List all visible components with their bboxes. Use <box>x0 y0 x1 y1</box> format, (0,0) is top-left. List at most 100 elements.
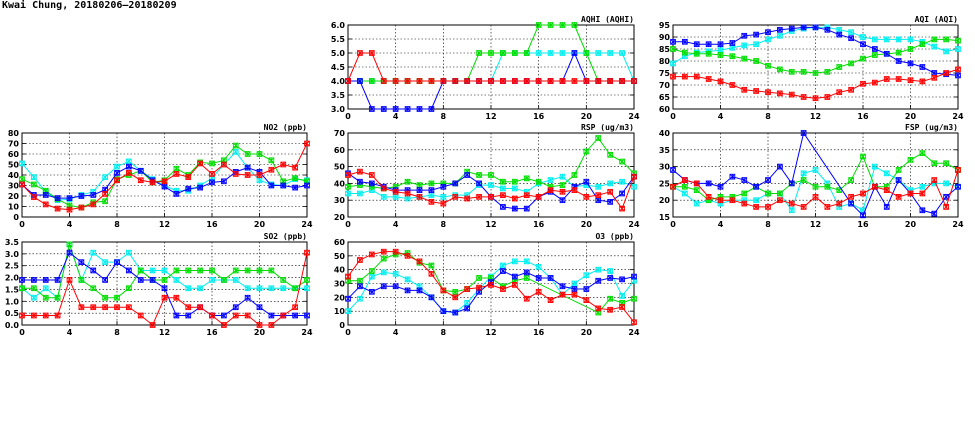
marker-cross <box>631 295 637 302</box>
data-point <box>209 277 215 283</box>
data-point <box>19 160 25 167</box>
marker-cross <box>173 277 180 283</box>
data-point <box>800 130 807 136</box>
data-point <box>268 285 275 292</box>
marker-cross <box>547 187 554 193</box>
data-point <box>595 183 602 190</box>
data-point <box>500 286 506 292</box>
data-point <box>931 74 938 81</box>
marker-cross <box>126 158 132 165</box>
marker-cross <box>102 198 108 204</box>
marker-cross <box>860 81 866 87</box>
marker-cross <box>524 192 530 198</box>
marker-cross <box>872 163 878 170</box>
marker-cross <box>717 78 724 85</box>
data-point <box>883 170 890 177</box>
marker-cross <box>428 262 435 269</box>
marker-cross <box>535 194 542 200</box>
marker-cross <box>357 257 363 263</box>
chart-panel: 0.0 0.5 1.0 1.5 2.0 2.5 3.0 3.5 0 4 8 12 16 20 24 SO2 (… <box>5 232 313 337</box>
marker-cross <box>452 194 458 200</box>
data-point <box>631 295 637 302</box>
marker-cross <box>102 259 108 265</box>
marker-cross <box>524 78 530 84</box>
data-point <box>102 259 108 266</box>
marker-cross <box>559 22 566 28</box>
marker-cross <box>173 267 180 274</box>
marker-cross <box>428 78 435 84</box>
data-point <box>907 157 914 163</box>
marker-cross <box>741 87 747 93</box>
data-point <box>919 150 926 157</box>
marker-cross <box>268 167 275 173</box>
marker-cross <box>381 269 387 276</box>
data-point <box>535 50 542 56</box>
marker-cross <box>895 177 902 183</box>
marker-cross <box>884 36 890 43</box>
data-point <box>232 304 239 311</box>
data-point <box>440 193 447 200</box>
marker-cross <box>31 194 37 200</box>
data-point <box>197 304 203 311</box>
series-blue <box>19 249 310 319</box>
marker-cross <box>955 66 961 73</box>
data-point <box>114 259 120 266</box>
data-point <box>595 266 602 273</box>
data-point <box>765 204 771 210</box>
data-point <box>670 167 676 173</box>
chart-panel: 20 30 40 50 60 70 0 4 8 12 16 20 24 RSP (ug/m3) <box>334 123 640 229</box>
x-tick-label: 12 <box>810 220 821 229</box>
data-point <box>595 50 602 56</box>
marker-cross <box>884 76 890 82</box>
marker-cross <box>907 60 914 67</box>
data-point <box>836 200 843 207</box>
data-point <box>31 181 37 188</box>
marker-cross <box>860 153 866 160</box>
data-point <box>268 157 275 164</box>
data-point <box>368 78 375 84</box>
data-point <box>931 160 938 167</box>
data-point <box>392 106 399 112</box>
marker-cross <box>512 258 518 265</box>
data-point <box>547 78 554 84</box>
y-tick-label: 50 <box>334 163 346 172</box>
marker-cross <box>860 41 866 47</box>
marker-cross <box>173 191 180 197</box>
data-point <box>955 66 961 73</box>
marker-cross <box>476 284 482 291</box>
marker-cross <box>43 295 49 301</box>
marker-cross <box>357 179 363 185</box>
marker-cross <box>595 266 601 273</box>
data-point <box>244 267 251 274</box>
marker-cross <box>607 50 613 56</box>
data-point <box>583 78 590 84</box>
marker-cross <box>292 175 298 181</box>
marker-cross <box>197 304 203 310</box>
data-point <box>114 163 120 170</box>
marker-cross <box>292 312 298 319</box>
marker-cross <box>694 41 700 47</box>
data-point <box>368 106 375 112</box>
data-point <box>547 297 554 303</box>
data-point <box>559 50 566 56</box>
marker-cross <box>931 70 937 76</box>
y-tick-label: 60 <box>8 150 20 159</box>
marker-cross <box>114 295 120 301</box>
x-tick-label: 12 <box>159 220 170 229</box>
data-point <box>583 272 590 279</box>
marker-cross <box>836 31 842 38</box>
data-point <box>511 185 518 192</box>
data-point <box>416 106 423 112</box>
data-point <box>547 275 554 281</box>
data-point <box>619 205 625 212</box>
data-point <box>777 26 783 33</box>
marker-cross <box>161 295 168 301</box>
marker-cross <box>753 184 759 190</box>
marker-cross <box>907 77 914 83</box>
marker-cross <box>512 195 518 202</box>
marker-cross <box>919 41 926 47</box>
marker-cross <box>173 295 180 301</box>
y-tick-label: 0.5 <box>5 309 20 318</box>
marker-cross <box>547 177 554 183</box>
marker-cross <box>428 192 435 198</box>
